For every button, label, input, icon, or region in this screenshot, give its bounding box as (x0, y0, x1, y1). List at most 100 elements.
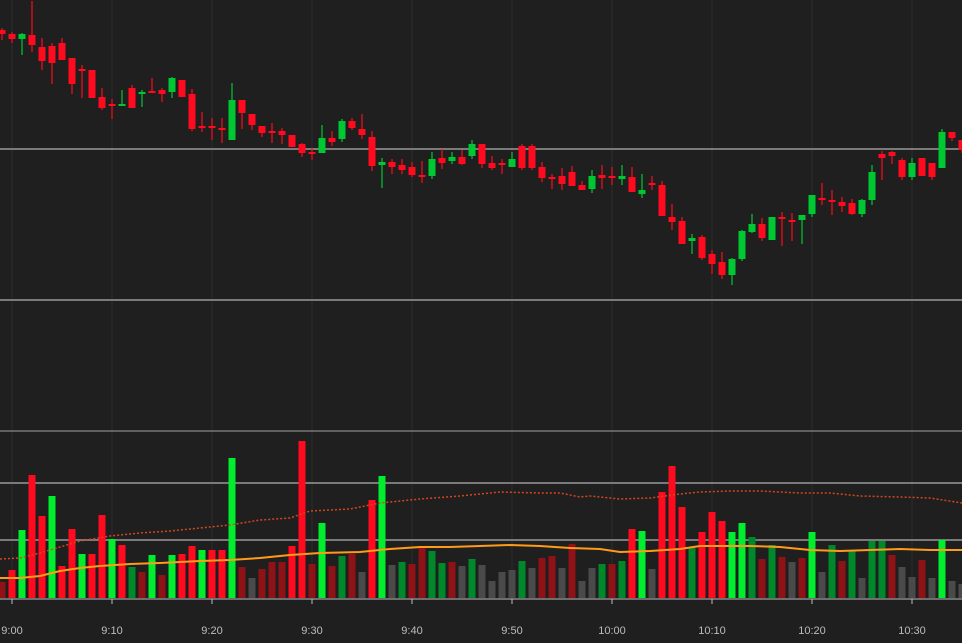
volume-bar (708, 512, 716, 598)
candle (768, 217, 776, 240)
candle (578, 181, 586, 190)
candle (288, 135, 296, 147)
volume-bar (498, 572, 506, 598)
volume-bar (598, 564, 606, 598)
candle (648, 176, 656, 190)
volume-bar (608, 564, 616, 598)
candle (728, 258, 736, 285)
candle (558, 168, 566, 190)
volume-bar (458, 566, 466, 598)
volume-bar (908, 577, 916, 598)
volume-bar (688, 548, 696, 598)
candle (138, 90, 146, 107)
candle (148, 78, 156, 93)
candle (268, 123, 276, 143)
candle (748, 214, 756, 233)
volume-bar (528, 568, 536, 598)
volume-bar (618, 561, 626, 598)
volume-bar (348, 554, 356, 598)
volume-bar (518, 561, 526, 598)
volume-bar (828, 545, 836, 598)
volume-bar (918, 560, 926, 598)
x-tick-label: 9:40 (401, 625, 422, 637)
candle (428, 152, 436, 179)
volume-bar (338, 556, 346, 598)
volume-bar (778, 557, 786, 598)
candle (758, 218, 766, 241)
candle (168, 77, 176, 98)
volume-bar (638, 531, 646, 598)
volume-bar (838, 561, 846, 598)
candle (248, 114, 256, 130)
candle (188, 89, 196, 131)
candle (228, 83, 236, 140)
volume-bar (588, 568, 596, 598)
volume-bar (128, 567, 136, 598)
candle (548, 174, 556, 189)
volume-bar (898, 567, 906, 598)
x-tick-label: 9:50 (501, 625, 522, 637)
candle (88, 70, 96, 98)
volume-bar (488, 581, 496, 598)
candle (328, 131, 336, 146)
volume-bar (148, 555, 156, 598)
volume-bar (798, 558, 806, 598)
volume-bar (858, 578, 866, 598)
candle (478, 144, 486, 168)
volume-bar (428, 551, 436, 598)
candle (918, 158, 926, 176)
x-tick-label: 9:30 (301, 625, 322, 637)
candle (678, 217, 686, 244)
volume-bar (88, 554, 96, 598)
volume-bar (958, 584, 962, 598)
volume-bar (178, 554, 186, 598)
volume-bar (408, 564, 416, 598)
candle (418, 161, 426, 183)
candle (658, 181, 666, 216)
volume-bar (258, 569, 266, 598)
volume-bar (558, 568, 566, 598)
candle (698, 235, 706, 260)
volume-bar (658, 492, 666, 598)
volume-bar (368, 500, 376, 598)
candle (568, 166, 576, 186)
volume-bars (0, 441, 962, 598)
candle (438, 149, 446, 169)
volume-bar (138, 572, 146, 598)
candle (928, 163, 936, 180)
volume-bar (78, 554, 86, 598)
x-tick-label: 9:10 (101, 625, 122, 637)
volume-bar (168, 555, 176, 598)
candle (908, 158, 916, 180)
volume-bar (948, 581, 956, 598)
candle (498, 159, 506, 174)
x-axis: 9:00 9:10 9:20 9:30 9:40 9:50 10:00 10:10 10:20 1… (1, 599, 926, 637)
candle (628, 167, 636, 192)
volume-bar (758, 559, 766, 598)
volume-bar (318, 523, 326, 598)
volume-bar (768, 545, 776, 598)
candle (118, 90, 126, 106)
candle (398, 159, 406, 174)
candle (618, 165, 626, 185)
candle (798, 215, 806, 244)
volume-bar (218, 550, 226, 598)
candle (238, 100, 246, 129)
candle (718, 252, 726, 279)
candle (338, 119, 346, 142)
candle (298, 143, 306, 157)
candle (598, 165, 606, 189)
volume-bar (378, 476, 386, 598)
candle (448, 152, 456, 164)
volume-bar (738, 523, 746, 598)
candle (48, 43, 56, 84)
volume-bar (648, 569, 656, 598)
candle (538, 162, 546, 182)
volume-bar (748, 537, 756, 598)
candle (388, 159, 396, 174)
candle (378, 158, 386, 188)
price-candles (0, 1, 962, 285)
volume-bar (928, 578, 936, 598)
candle (98, 88, 106, 110)
candle (488, 156, 496, 170)
